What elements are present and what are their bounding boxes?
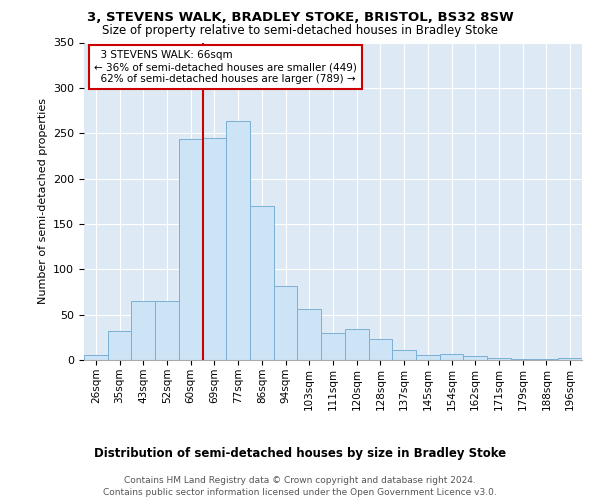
Y-axis label: Number of semi-detached properties: Number of semi-detached properties — [38, 98, 47, 304]
Bar — [155, 301, 179, 360]
Bar — [511, 359, 535, 360]
Bar — [108, 331, 131, 360]
Bar — [535, 359, 558, 360]
Bar — [250, 206, 274, 360]
Text: 3 STEVENS WALK: 66sqm
← 36% of semi-detached houses are smaller (449)
  62% of s: 3 STEVENS WALK: 66sqm ← 36% of semi-deta… — [94, 50, 357, 84]
Bar — [463, 356, 487, 360]
Bar — [416, 354, 440, 360]
Bar — [558, 358, 582, 360]
Bar — [203, 138, 226, 360]
Text: Distribution of semi-detached houses by size in Bradley Stoke: Distribution of semi-detached houses by … — [94, 448, 506, 460]
Bar — [345, 329, 368, 360]
Bar — [84, 354, 108, 360]
Bar — [392, 350, 416, 360]
Bar — [487, 358, 511, 360]
Bar — [274, 286, 298, 360]
Bar — [321, 333, 345, 360]
Text: Contains HM Land Registry data © Crown copyright and database right 2024.: Contains HM Land Registry data © Crown c… — [124, 476, 476, 485]
Bar — [226, 122, 250, 360]
Bar — [298, 309, 321, 360]
Bar — [179, 138, 203, 360]
Bar — [440, 354, 463, 360]
Text: Size of property relative to semi-detached houses in Bradley Stoke: Size of property relative to semi-detach… — [102, 24, 498, 37]
Text: Contains public sector information licensed under the Open Government Licence v3: Contains public sector information licen… — [103, 488, 497, 497]
Bar — [131, 301, 155, 360]
Text: 3, STEVENS WALK, BRADLEY STOKE, BRISTOL, BS32 8SW: 3, STEVENS WALK, BRADLEY STOKE, BRISTOL,… — [86, 11, 514, 24]
Bar — [368, 339, 392, 360]
